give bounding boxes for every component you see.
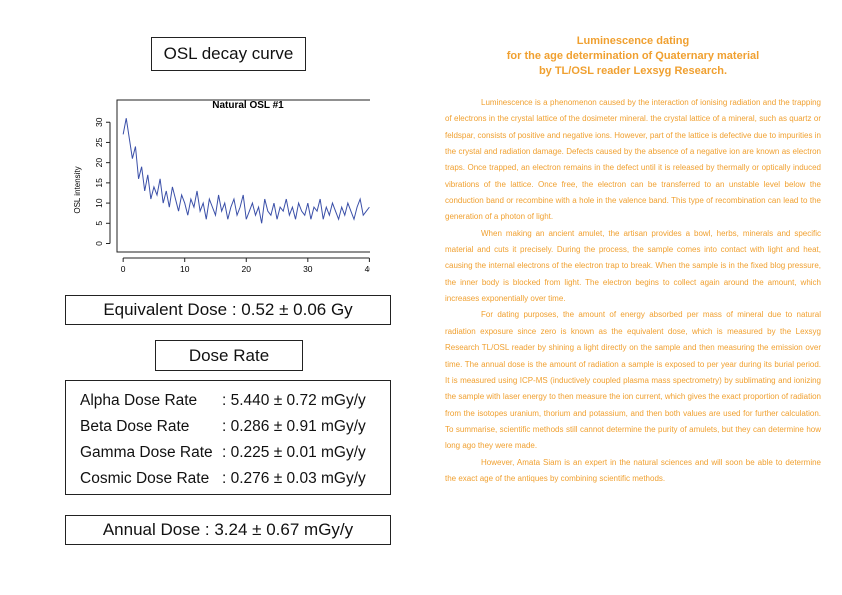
dose-rate-row: Alpha Dose Rate : 5.440 ± 0.72 mGy/y <box>80 388 390 414</box>
paragraph: However, Amata Siam is an expert in the … <box>445 457 821 483</box>
plot-frame <box>116 99 370 253</box>
annual-dose: Annual Dose : 3.24 ± 0.67 mGy/y <box>65 515 391 545</box>
dose-rate-value: : 0.225 ± 0.01 mGy/y <box>222 444 366 461</box>
dose-rate-row: Beta Dose Rate : 0.286 ± 0.91 mGy/y <box>80 414 390 440</box>
title-line: Luminescence dating <box>576 35 690 47</box>
paragraph: Luminescence is a phenomenon caused by t… <box>445 98 821 222</box>
equivalent-dose: Equivalent Dose : 0.52 ± 0.06 Gy <box>65 295 391 325</box>
y-tick-label: 15 <box>94 178 104 188</box>
chart: Natural OSL #1 OSL intensity 0 5 10 15 20 25 3… <box>73 99 370 274</box>
dose-rate-label: Cosmic Dose Rate <box>80 470 210 487</box>
x-tick-label: 10 <box>180 264 190 274</box>
x-tick-label: 30 <box>303 264 313 274</box>
dose-rate-value: : 0.286 ± 0.91 mGy/y <box>222 418 366 435</box>
y-tick-label: 20 <box>94 158 104 168</box>
article-title: Luminescence dating for the age determina… <box>445 34 821 79</box>
x-tick-label: 0 <box>121 264 126 274</box>
x-tick-label: 20 <box>242 264 252 274</box>
article: Luminescence dating for the age determina… <box>445 34 821 487</box>
curve-heading: OSL decay curve <box>151 37 306 71</box>
y-tick-label: 10 <box>94 198 104 208</box>
y-axis-label: OSL intensity <box>73 166 82 213</box>
y-tick-label: 0 <box>94 241 104 246</box>
dose-rate-label: Alpha Dose Rate <box>80 392 198 409</box>
chart-title: Natural OSL #1 <box>212 100 284 111</box>
dose-rate-heading: Dose Rate <box>155 340 303 371</box>
osl-curve <box>122 118 370 224</box>
paragraph: When making an ancient amulet, the artis… <box>445 228 821 304</box>
x-tick-label: 40 <box>365 264 370 274</box>
title-line: by TL/OSL reader Lexsyg Research. <box>538 65 728 77</box>
y-tick-label: 5 <box>94 221 104 226</box>
dose-rate-table: Alpha Dose Rate : 5.440 ± 0.72 mGy/y Beta … <box>65 380 391 495</box>
dose-rate-label: Gamma Dose Rate <box>80 444 213 461</box>
y-tick-label: 30 <box>94 117 104 127</box>
title-line: for the age determination of Quaternary … <box>506 50 760 62</box>
dose-rate-label: Beta Dose Rate <box>80 418 190 435</box>
article-body: Luminescence is a phenomenon caused by t… <box>445 95 821 487</box>
dose-rate-value: : 0.276 ± 0.03 mGy/y <box>222 470 366 487</box>
dose-rate-row: Gamma Dose Rate : 0.225 ± 0.01 mGy/y <box>80 440 390 466</box>
paragraph: For dating purposes, the amount of energ… <box>445 310 821 451</box>
y-tick-label: 25 <box>94 137 104 147</box>
dose-rate-row: Cosmic Dose Rate : 0.276 ± 0.03 mGy/y <box>80 466 390 492</box>
dose-rate-value: : 5.440 ± 0.72 mGy/y <box>222 392 366 409</box>
